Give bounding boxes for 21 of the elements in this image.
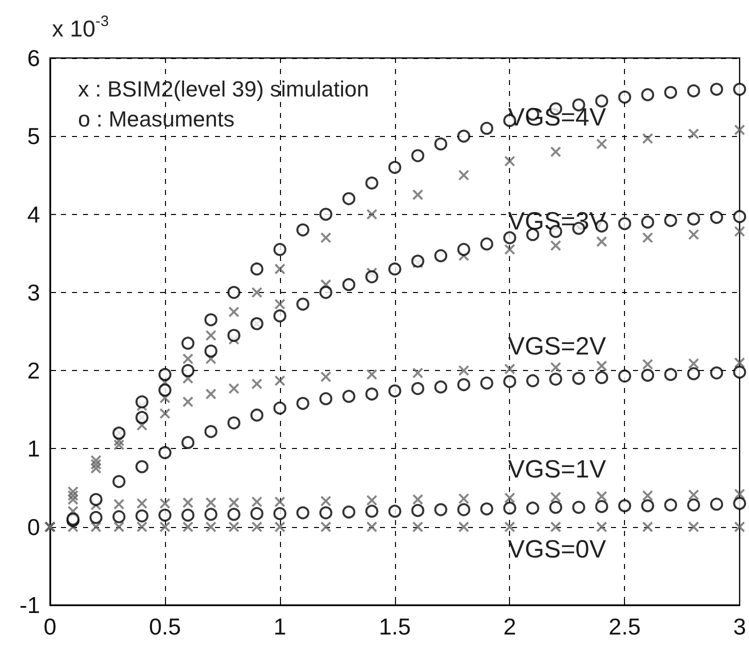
annotation: VGS=2V [508, 332, 606, 360]
x-tick-label: 1.5 [378, 614, 411, 640]
x-tick-label: 0 [44, 614, 56, 640]
annotation: o : Measuments [78, 106, 235, 132]
y-tick-label: 0 [27, 514, 40, 540]
y-tick-label: 4 [27, 201, 40, 228]
y-tick-label: -1 [20, 592, 40, 618]
annotation: VGS=0V [508, 536, 606, 564]
annotation: VGS=3V [508, 208, 606, 236]
x-tick-label: 2 [503, 614, 516, 640]
y-tick-label: 3 [27, 279, 40, 306]
y-tick-label: 5 [27, 123, 40, 150]
x-tick-label: 2.5 [608, 614, 641, 640]
annotation: VGS=1V [508, 456, 606, 484]
y-tick-label: 1 [27, 436, 40, 462]
y-tick-label: 6 [27, 45, 40, 71]
y-tick-label: 2 [27, 358, 40, 384]
annotation: x : BSIM2(level 39) simulation [78, 76, 369, 102]
x-tick-label: 1 [273, 614, 286, 640]
x-tick-label: 0.5 [148, 614, 181, 640]
x-tick-label: 3 [733, 614, 746, 640]
